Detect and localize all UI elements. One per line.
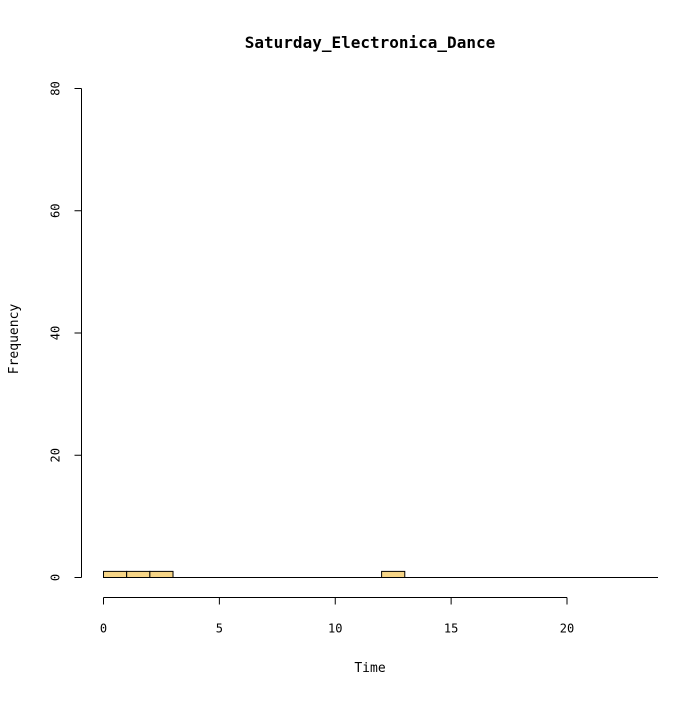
x-tick-label: 5 — [216, 622, 223, 636]
histogram-bar — [103, 570, 128, 579]
histogram-bar — [149, 570, 174, 579]
x-tick-label: 15 — [444, 622, 458, 636]
y-tick-label: 40 — [49, 326, 63, 340]
x-tick-label: 10 — [328, 622, 342, 636]
y-tick-label: 80 — [49, 81, 63, 95]
x-axis: 0 5 10 15 20 — [100, 597, 574, 636]
x-tick-label: 20 — [560, 622, 574, 636]
x-tick-label: 0 — [100, 622, 107, 636]
chart-title: Saturday_Electronica_Dance — [245, 33, 495, 52]
y-axis: 0 20 40 60 80 — [49, 81, 82, 581]
y-tick-label: 60 — [49, 204, 63, 218]
bars-group — [103, 570, 406, 579]
x-axis-label: Time — [354, 661, 385, 676]
histogram-bar — [381, 570, 406, 579]
y-axis-label: Frequency — [7, 304, 22, 375]
y-tick-label: 20 — [49, 448, 63, 462]
y-tick-label: 0 — [49, 574, 63, 581]
histogram-bar — [126, 570, 151, 579]
